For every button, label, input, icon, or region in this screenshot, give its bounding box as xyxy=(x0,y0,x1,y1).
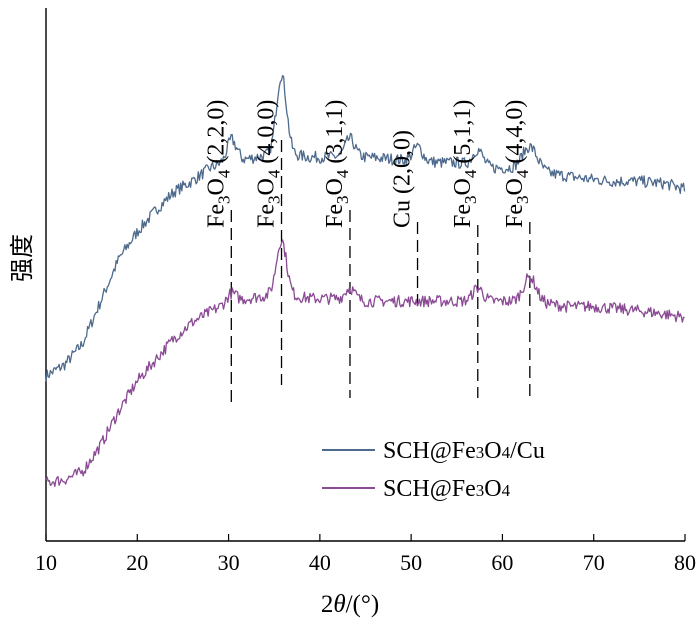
series-line-1 xyxy=(45,74,686,382)
x-tick-label: 30 xyxy=(218,550,240,575)
x-tick-label: 10 xyxy=(35,550,57,575)
legend: SCH@Fe3O4/Cu SCH@Fe3O4 xyxy=(322,438,545,502)
x-ticks: 10 20 30 40 50 60 70 80 xyxy=(35,534,696,575)
x-tick-label: 20 xyxy=(126,550,148,575)
peak-label: Fe3O4 (5,1,1) xyxy=(450,100,480,228)
x-tick-label: 80 xyxy=(674,550,696,575)
x-tick-label: 70 xyxy=(583,550,605,575)
peak-label: Fe3O4 (4,4,0) xyxy=(502,100,532,228)
series-layer xyxy=(45,74,686,488)
peak-label: Fe3O4 (2,2,0) xyxy=(203,100,233,228)
peak-label: Fe3O4 (4,0,0) xyxy=(254,100,284,228)
peak-label: Cu (2,0,0) xyxy=(390,130,416,228)
x-axis-title: 2θ/(°) xyxy=(321,591,379,618)
x-tick-label: 40 xyxy=(309,550,331,575)
y-axis-title: 强度 xyxy=(8,234,36,282)
peak-label: Fe3O4 (3,1,1) xyxy=(322,100,352,228)
legend-label-2: SCH@Fe3O4 xyxy=(383,476,511,502)
legend-label-1: SCH@Fe3O4/Cu xyxy=(383,438,545,464)
peak-labels: Fe3O4 (2,2,0) Fe3O4 (4,0,0) Fe3O4 (3,1,1) C… xyxy=(203,100,532,228)
series-line-2 xyxy=(45,239,685,488)
x-tick-label: 50 xyxy=(400,550,422,575)
x-tick-label: 60 xyxy=(491,550,513,575)
peak-markers xyxy=(230,140,531,402)
